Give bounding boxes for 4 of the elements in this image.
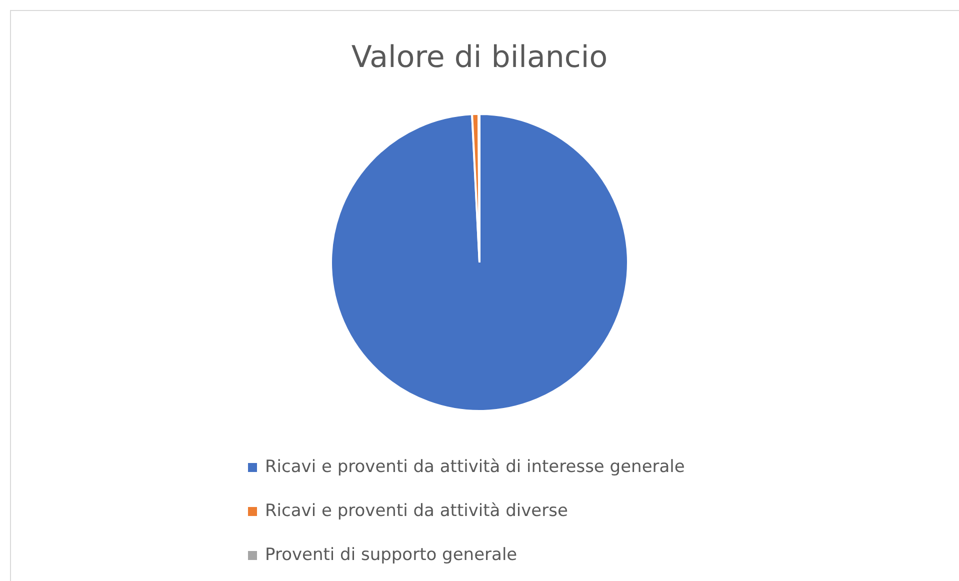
legend-label: Proventi di supporto generale xyxy=(265,545,518,565)
chart-title: Valore di bilancio xyxy=(350,40,609,75)
legend-label: Ricavi e proventi da attività di interesse generale xyxy=(265,457,685,477)
legend-label: Ricavi e proventi da attività diverse xyxy=(265,501,568,521)
